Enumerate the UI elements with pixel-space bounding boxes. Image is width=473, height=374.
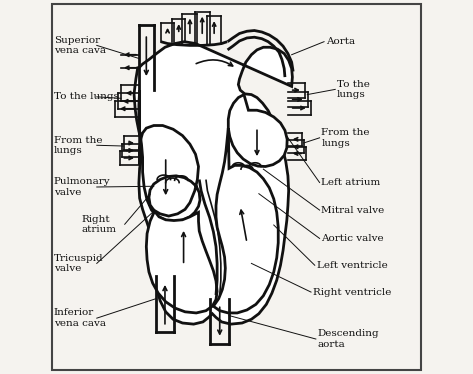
Text: Pulmonary
valve: Pulmonary valve: [54, 177, 111, 197]
PathPatch shape: [139, 90, 200, 221]
Text: Tricuspid
valve: Tricuspid valve: [54, 254, 104, 273]
Text: To the lungs: To the lungs: [54, 92, 119, 101]
Text: To the
lungs: To the lungs: [337, 80, 370, 99]
Text: Left atrium: Left atrium: [322, 178, 381, 187]
Text: Right ventricle: Right ventricle: [313, 288, 391, 297]
PathPatch shape: [213, 128, 278, 313]
Text: Inferior
vena cava: Inferior vena cava: [54, 309, 106, 328]
Text: From the
lungs: From the lungs: [322, 128, 370, 147]
PathPatch shape: [228, 95, 287, 166]
Text: Right
atrium: Right atrium: [82, 215, 117, 234]
Text: Left ventricle: Left ventricle: [316, 261, 387, 270]
Text: From the
lungs: From the lungs: [54, 135, 103, 155]
Text: Aorta: Aorta: [326, 37, 355, 46]
PathPatch shape: [134, 42, 292, 324]
Text: Descending
aorta: Descending aorta: [318, 329, 379, 349]
Text: Mitral valve: Mitral valve: [322, 206, 385, 215]
Text: Aortic valve: Aortic valve: [322, 234, 384, 243]
PathPatch shape: [146, 211, 217, 313]
Text: Superior
vena cava: Superior vena cava: [54, 36, 106, 55]
